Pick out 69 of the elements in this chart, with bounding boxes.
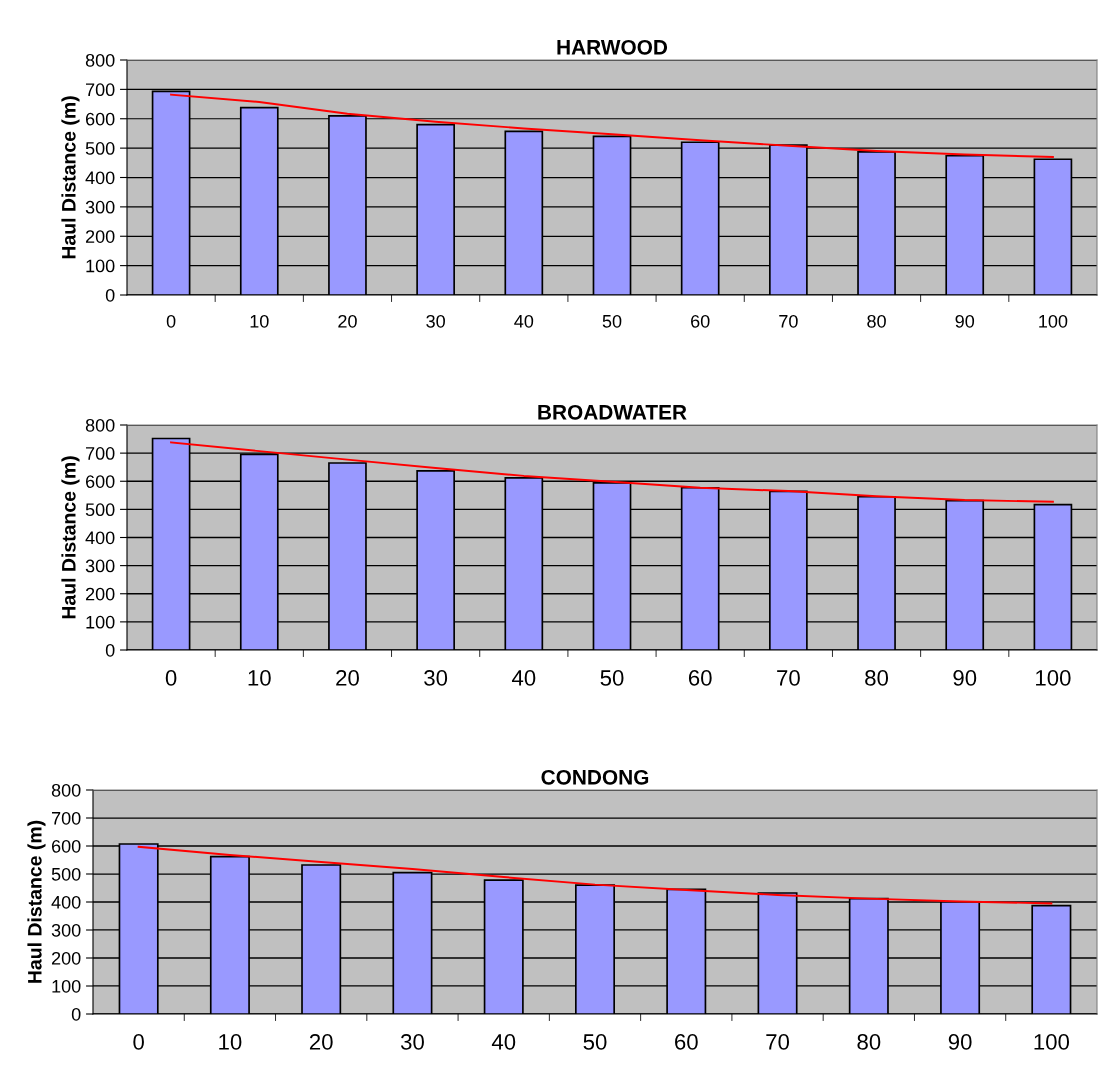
y-tick-label: 700: [86, 83, 115, 97]
x-tick-label: 20: [336, 670, 359, 686]
x-tick-label: 50: [602, 314, 622, 328]
y-tick-label: 600: [85, 475, 115, 488]
y-axis-title: Haul Distance (m): [61, 456, 80, 619]
chart-title: HARWOOD: [557, 39, 668, 55]
x-tick-label: 70: [779, 314, 798, 328]
y-tick-label: 100: [86, 615, 115, 629]
x-tick-label: 30: [426, 314, 445, 328]
x-tick-label: 80: [857, 1034, 881, 1050]
y-tick-label: 100: [86, 259, 115, 273]
y-tick-label: 600: [85, 112, 115, 126]
y-tick-label: 700: [52, 811, 81, 825]
y-tick-label: 500: [51, 867, 81, 881]
y-tick-label: 700: [86, 447, 115, 460]
x-tick-label: 0: [133, 1034, 144, 1050]
y-tick-label: 800: [85, 53, 115, 67]
y-tick-label: 600: [51, 839, 81, 853]
x-tick-label: 50: [600, 670, 624, 686]
x-tick-label: 20: [309, 1034, 333, 1050]
x-tick-label: 10: [250, 314, 269, 328]
x-tick-label: 40: [514, 314, 534, 328]
x-tick-label: 0: [165, 670, 177, 686]
x-tick-label: 60: [675, 1034, 698, 1050]
y-axis-title: Haul Distance (m): [61, 96, 80, 259]
x-tick-label: 10: [248, 670, 271, 686]
x-tick-label: 0: [166, 314, 176, 328]
y-tick-label: 200: [85, 587, 115, 601]
y-tick-label: 400: [51, 895, 81, 909]
x-tick-label: 10: [219, 1034, 242, 1050]
x-tick-label: 80: [867, 314, 886, 328]
x-tick-label: 70: [777, 670, 800, 686]
x-tick-label: 50: [583, 1034, 607, 1050]
line-series: [170, 441, 1054, 503]
y-tick-label: 0: [71, 1007, 81, 1021]
y-tick-label: 0: [105, 643, 115, 657]
x-tick-label: 100: [1036, 670, 1071, 686]
chart-title: CONDONG: [541, 769, 649, 785]
x-tick-label: 60: [688, 670, 712, 686]
x-tick-label: 90: [955, 314, 975, 328]
y-tick-label: 500: [85, 503, 115, 517]
x-tick-label: 90: [948, 1034, 972, 1050]
y-axis-title: Haul Distance (m): [27, 820, 46, 983]
y-tick-label: 500: [85, 142, 115, 155]
y-tick-label: 400: [85, 531, 115, 545]
x-tick-label: 70: [766, 1034, 790, 1050]
y-tick-label: 800: [51, 783, 81, 797]
x-tick-label: 20: [338, 314, 357, 328]
y-tick-label: 0: [105, 288, 115, 302]
x-tick-label: 40: [491, 1034, 516, 1050]
x-tick-label: 30: [400, 1034, 424, 1050]
y-tick-label: 400: [85, 171, 115, 185]
y-tick-label: 300: [85, 200, 115, 214]
x-tick-label: 100: [1039, 314, 1068, 328]
chart-title: BROADWATER: [538, 404, 687, 420]
x-tick-label: 60: [691, 314, 710, 328]
x-tick-label: 90: [953, 670, 977, 686]
x-tick-label: 30: [424, 670, 448, 686]
y-tick-label: 100: [52, 979, 81, 993]
x-tick-label: 80: [865, 670, 889, 686]
x-tick-label: 40: [511, 670, 536, 686]
y-tick-label: 300: [85, 559, 115, 573]
line-series: [170, 93, 1054, 158]
y-tick-label: 300: [51, 923, 81, 937]
x-tick-label: 100: [1034, 1034, 1070, 1050]
y-tick-label: 800: [85, 418, 115, 432]
y-tick-label: 200: [85, 230, 115, 243]
y-tick-label: 200: [51, 951, 81, 965]
line-series: [137, 845, 1053, 905]
